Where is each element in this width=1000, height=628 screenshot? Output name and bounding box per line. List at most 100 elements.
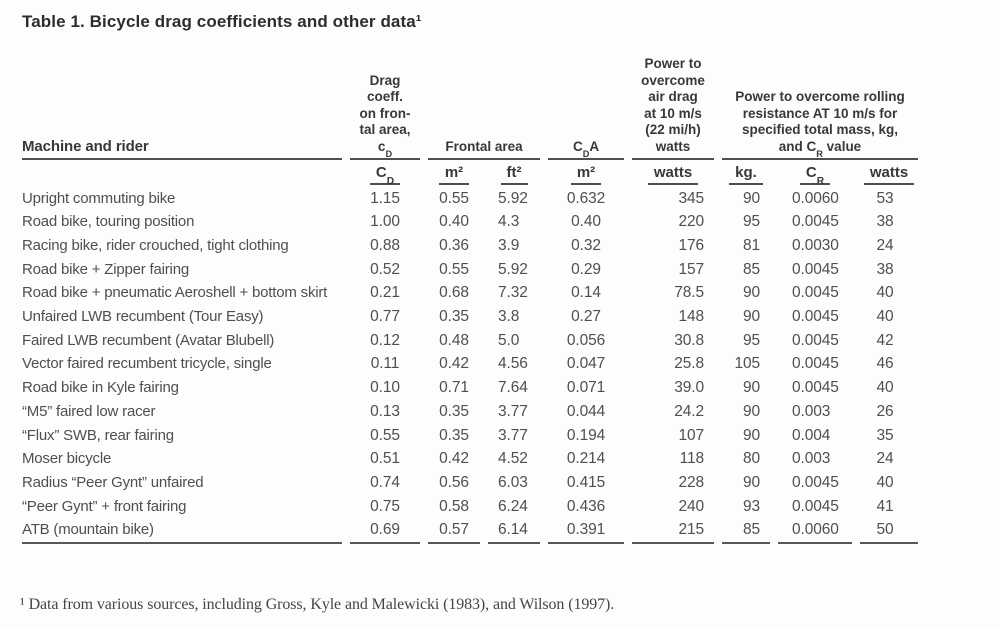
cell-cr-value: 0.0045 xyxy=(792,497,839,515)
cell-drag-coefficient: 1.15 xyxy=(370,189,400,207)
cell-drag-coefficient: 0.51 xyxy=(370,450,400,468)
table-row: Moser bicycle 0.51 0.42 4.52 0.214 118 8… xyxy=(22,447,918,471)
cell-rolling-watts: 40 xyxy=(876,284,894,302)
cell-cr-value: 0.0045 xyxy=(792,284,839,302)
cell-machine-and-rider: Road bike, touring position xyxy=(22,213,195,231)
cell-air-drag-watts: 118 xyxy=(679,450,705,468)
cell-frontal-area-m2: 0.42 xyxy=(439,355,469,373)
table-body: Upright commuting bike 1.15 0.55 5.92 0.… xyxy=(22,187,918,545)
cell-mass-kg: 95 xyxy=(742,331,760,349)
cell-air-drag-watts: 240 xyxy=(678,497,704,515)
table-row: Road bike + pneumatic Aeroshell + bottom… xyxy=(22,281,918,305)
cell-drag-coefficient: 0.55 xyxy=(370,426,400,444)
cell-mass-kg: 81 xyxy=(742,236,760,254)
cell-air-drag-watts: 107 xyxy=(678,426,704,444)
cell-cda: 0.14 xyxy=(571,284,601,302)
cell-drag-coefficient: 0.10 xyxy=(370,379,400,397)
cell-air-drag-watts: 78.5 xyxy=(674,284,704,302)
cell-cda: 0.29 xyxy=(571,260,601,278)
cell-mass-kg: 90 xyxy=(742,284,760,302)
column-group-frontal-area: Frontal area xyxy=(428,56,540,160)
cell-cr-value: 0.0060 xyxy=(778,518,852,545)
cell-frontal-area-ft2: 6.03 xyxy=(498,473,528,491)
cell-machine-and-rider: Racing bike, rider crouched, tight cloth… xyxy=(22,236,289,254)
cell-cr-value: 0.004 xyxy=(792,426,831,444)
cell-frontal-area-ft2: 3.77 xyxy=(498,426,528,444)
cell-rolling-watts: 24 xyxy=(876,450,894,468)
cell-frontal-area-ft2: 6.24 xyxy=(498,497,528,515)
unit-header-cr: CR xyxy=(778,160,852,187)
cell-frontal-area-ft2: 3.9 xyxy=(498,236,520,254)
cell-frontal-area-ft2: 4.3 xyxy=(498,213,520,231)
table-row: ATB (mountain bike) 0.69 0.57 6.14 0.391… xyxy=(22,518,918,545)
cell-cr-value: 0.003 xyxy=(792,450,831,468)
table-header: Machine and rider Drag coeff. on fron- t… xyxy=(22,56,918,187)
cell-drag-coefficient: 0.11 xyxy=(370,355,400,373)
rolling-group-label-last-line: and CR value xyxy=(778,138,862,159)
cell-cda: 0.415 xyxy=(566,473,606,491)
cell-frontal-area-m2: 0.40 xyxy=(439,213,469,231)
cell-frontal-area-m2: 0.55 xyxy=(439,260,469,278)
cell-cda: 0.044 xyxy=(566,402,606,420)
cell-frontal-area-m2: 0.35 xyxy=(439,402,469,420)
cell-frontal-area-ft2: 7.64 xyxy=(498,379,528,397)
cell-air-drag-watts: 215 xyxy=(632,518,714,545)
unit-header-empty xyxy=(22,160,342,187)
cell-frontal-area-ft2: 4.56 xyxy=(498,355,528,373)
cell-machine-and-rider: “M5” faired low racer xyxy=(22,402,156,420)
cell-frontal-area-ft2: 5.92 xyxy=(498,189,528,207)
unit-header-m2: m² xyxy=(428,160,480,187)
drag-coefficients-table: Machine and rider Drag coeff. on fron- t… xyxy=(14,56,926,545)
cell-machine-and-rider: Road bike in Kyle fairing xyxy=(22,379,179,397)
cell-frontal-area-ft2: 4.52 xyxy=(498,450,528,468)
cell-drag-coefficient: 0.75 xyxy=(370,497,400,515)
cell-cr-value: 0.0045 xyxy=(792,379,839,397)
cell-mass-kg: 90 xyxy=(742,189,760,207)
unit-header-ft2: ft² xyxy=(488,160,540,187)
cell-frontal-area-m2: 0.71 xyxy=(439,379,469,397)
cell-rolling-watts: 50 xyxy=(860,518,918,545)
table-row: “Flux” SWB, rear fairing 0.55 0.35 3.77 … xyxy=(22,424,918,448)
cell-air-drag-watts: 345 xyxy=(678,189,704,207)
column-group-cda: CDA xyxy=(548,56,624,160)
cell-mass-kg: 90 xyxy=(742,379,760,397)
cell-frontal-area-ft2: 5.92 xyxy=(498,260,528,278)
table-footnote: ¹ Data from various sources, including G… xyxy=(20,596,615,613)
column-group-drag-coefficient: Drag coeff. on fron- tal area, cD xyxy=(350,56,420,160)
cell-mass-kg: 85 xyxy=(742,260,760,278)
cell-cda: 0.056 xyxy=(566,331,606,349)
cell-cda: 0.436 xyxy=(566,497,606,515)
cell-air-drag-watts: 148 xyxy=(678,308,704,326)
cell-drag-coefficient: 0.69 xyxy=(350,518,420,545)
cell-frontal-area-m2: 0.42 xyxy=(439,450,469,468)
drag-group-label: Drag coeff. on fron- tal area, xyxy=(359,72,411,138)
table-row: Racing bike, rider crouched, tight cloth… xyxy=(22,234,918,258)
table-row: Unfaired LWB recumbent (Tour Easy) 0.77 … xyxy=(22,305,918,329)
cell-machine-and-rider: “Flux” SWB, rear fairing xyxy=(22,426,174,444)
cell-machine-and-rider: Upright commuting bike xyxy=(22,189,176,207)
cell-rolling-watts: 46 xyxy=(876,355,894,373)
cell-cr-value: 0.0045 xyxy=(792,308,839,326)
cell-mass-kg: 93 xyxy=(742,497,760,515)
table-row: Road bike + Zipper fairing 0.52 0.55 5.9… xyxy=(22,258,918,282)
cell-cr-value: 0.0045 xyxy=(792,213,839,231)
table-row: Road bike in Kyle fairing 0.10 0.71 7.64… xyxy=(22,376,918,400)
cell-machine-and-rider: Faired LWB recumbent (Avatar Blubell) xyxy=(22,331,275,349)
cell-rolling-watts: 38 xyxy=(876,213,894,231)
unit-header-kg: kg. xyxy=(722,160,770,187)
cell-cda: 0.40 xyxy=(571,213,601,231)
cell-air-drag-watts: 24.2 xyxy=(674,402,704,420)
cell-cr-value: 0.0060 xyxy=(792,189,839,207)
column-header-machine-and-rider: Machine and rider xyxy=(22,56,342,160)
cell-cda: 0.391 xyxy=(548,518,624,545)
cell-machine-and-rider: Unfaired LWB recumbent (Tour Easy) xyxy=(22,308,264,326)
cell-cr-value: 0.0045 xyxy=(792,331,839,349)
unit-header-row: CD m² ft² m² watts kg. CR watts xyxy=(22,160,918,187)
cell-cr-value: 0.0045 xyxy=(792,260,839,278)
cell-drag-coefficient: 0.52 xyxy=(370,260,400,278)
cell-cda: 0.071 xyxy=(566,379,606,397)
cell-drag-coefficient: 0.77 xyxy=(370,308,400,326)
cell-rolling-watts: 26 xyxy=(876,402,894,420)
cell-frontal-area-m2: 0.35 xyxy=(439,426,469,444)
cell-cr-value: 0.0045 xyxy=(792,355,839,373)
